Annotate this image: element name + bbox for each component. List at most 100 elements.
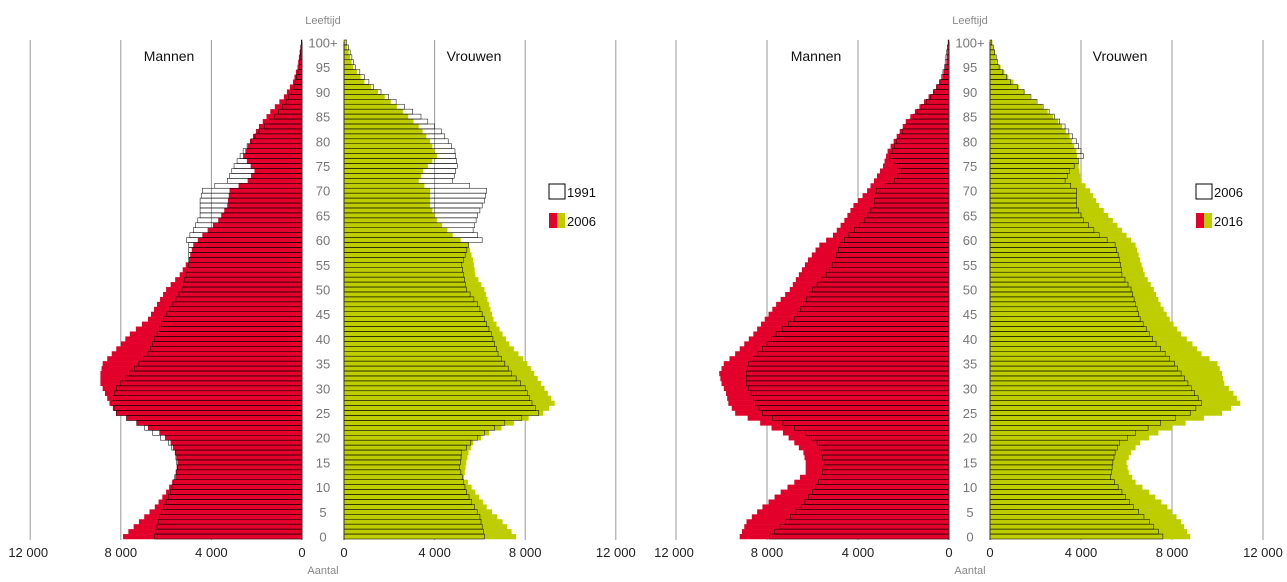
bar-male-2006-age-76 xyxy=(246,158,302,164)
bar-female-2016-age-6 xyxy=(990,504,1168,510)
bar-male-2006-age-21 xyxy=(159,430,302,436)
age-tick-label: 85 xyxy=(316,110,330,125)
bar-female-2006-age-87 xyxy=(344,104,397,110)
bar-female-2006-age-33 xyxy=(344,371,535,377)
bar-male-2006-age-97 xyxy=(298,54,302,61)
bar-female-2016-age-64 xyxy=(990,217,1113,224)
bar-male-2016-age-51 xyxy=(792,282,949,288)
age-tick-label: 95 xyxy=(316,60,330,75)
bar-male-2006-age-96 xyxy=(298,59,302,65)
bar-male-2006-age-73 xyxy=(251,173,302,179)
bar-male-2016-age-75 xyxy=(883,163,949,169)
bar-male-2016-age-39 xyxy=(744,341,949,347)
bar-female-2016-age-68 xyxy=(990,198,1097,204)
bar-female-2006-age-8 xyxy=(344,494,480,500)
bar-female-2006-age-2 xyxy=(344,524,508,530)
bar-female-2006-age-7 xyxy=(344,499,483,505)
bar-female-2006-age-92 xyxy=(344,79,365,85)
age-tick-label: 55 xyxy=(316,258,330,273)
bar-male-2016-age-4 xyxy=(751,514,949,520)
bar-female-2016-age-35 xyxy=(990,361,1218,367)
bar-male-2006-age-81 xyxy=(252,133,302,140)
bar-male-2006-age-28 xyxy=(107,395,303,401)
bar-female-2006-age-89 xyxy=(344,94,385,100)
bar-male-2016-age-61 xyxy=(832,232,949,238)
x-tick-label-female: 0 xyxy=(340,545,347,560)
bar-female-2016-age-72 xyxy=(990,178,1081,184)
bar-female-2016-age-92 xyxy=(990,79,1014,85)
bar-male-2016-age-80 xyxy=(893,138,949,145)
bar-female-2006-age-84 xyxy=(344,119,414,125)
bar-female-2016-age-75 xyxy=(990,163,1079,169)
bar-male-2006-age-19 xyxy=(170,440,302,446)
bar-male-2006-age-48 xyxy=(160,296,302,303)
bar-male-2006-age-74 xyxy=(254,168,302,174)
bar-male-2006-age-51 xyxy=(170,282,302,288)
bar-male-2006-age-24 xyxy=(126,415,303,421)
bar-male-2006-age-34 xyxy=(101,366,302,372)
age-tick-label: 10 xyxy=(963,480,977,495)
bar-female-2006-age-35 xyxy=(344,361,528,367)
bar-male-2016-age-33 xyxy=(719,371,949,377)
age-tick-label: 70 xyxy=(963,184,977,199)
bar-female-2006-age-58 xyxy=(344,247,471,253)
bar-female-2016-age-25 xyxy=(990,410,1223,416)
bar-male-2016-age-22 xyxy=(771,425,949,431)
bar-male-2006-age-75 xyxy=(250,163,302,169)
bar-female-2016-age-66 xyxy=(990,207,1104,214)
bar-female-2006-age-39 xyxy=(344,341,510,347)
age-tick-label: 85 xyxy=(963,110,977,125)
bar-male-2016-age-74 xyxy=(879,168,949,174)
bar-male-2006-age-12 xyxy=(175,474,302,480)
age-tick-label: 25 xyxy=(316,406,330,421)
bar-female-2016-age-18 xyxy=(990,445,1136,451)
bar-male-2006-age-40 xyxy=(125,336,302,342)
bar-male-2016-age-17 xyxy=(803,450,949,456)
legend-swatch-female-2006 xyxy=(557,213,565,228)
bar-male-2016-age-16 xyxy=(804,455,949,461)
age-tick-label: 55 xyxy=(963,258,977,273)
bar-male-2006-age-6 xyxy=(154,504,302,510)
bar-male-2016-age-15 xyxy=(805,459,949,466)
bar-male-2006-age-30 xyxy=(102,385,303,392)
bar-female-2016-age-78 xyxy=(990,148,1077,154)
bar-male-2016-age-12 xyxy=(799,474,949,480)
bar-female-2006-age-88 xyxy=(344,99,391,105)
bar-male-2006-age-27 xyxy=(109,400,302,406)
bar-male-2016-age-91 xyxy=(936,84,949,90)
bar-male-2006-age-59 xyxy=(193,242,302,248)
bar-male-2006-age-64 xyxy=(218,217,302,224)
bar-female-2016-age-96 xyxy=(990,59,997,65)
x-tick-label-male: 12 000 xyxy=(8,545,48,560)
y-axis-label: Leeftijd xyxy=(952,15,987,27)
bar-male-2016-age-48 xyxy=(780,296,949,303)
bar-female-2006-age-5 xyxy=(344,509,492,515)
bar-female-2006-age-27 xyxy=(344,400,555,406)
bar-female-2016-age-99 xyxy=(990,44,994,51)
x-tick-label-female: 0 xyxy=(986,545,993,560)
bar-female-2016-age-14 xyxy=(990,464,1128,471)
legend-swatch-female-2016 xyxy=(1204,213,1212,228)
bar-female-2006-age-34 xyxy=(344,366,531,372)
bar-male-2016-age-92 xyxy=(939,79,949,85)
bar-female-2006-age-25 xyxy=(344,410,544,416)
bar-female-2006-age-62 xyxy=(344,227,448,233)
bar-female-2016-age-24 xyxy=(990,415,1204,421)
bar-female-2006-age-19 xyxy=(344,440,474,446)
bar-female-2006-age-12 xyxy=(344,474,465,480)
bar-male-2016-age-38 xyxy=(739,346,949,352)
bar-male-2006-age-3 xyxy=(138,519,302,525)
bar-female-2016-age-34 xyxy=(990,366,1220,372)
bar-male-2016-age-1 xyxy=(741,529,949,535)
label-mannen: Mannen xyxy=(144,48,195,64)
y-axis-label: Leeftijd xyxy=(305,15,340,27)
bar-male-2016-age-85 xyxy=(910,114,949,120)
bar-male-2006-age-42 xyxy=(135,326,302,332)
bar-female-2006-age-29 xyxy=(344,390,548,396)
bar-male-2016-age-2 xyxy=(744,524,949,530)
bar-male-2006-age-70 xyxy=(229,188,302,194)
bar-female-2016-age-81 xyxy=(990,133,1070,140)
bar-male-2006-age-85 xyxy=(266,114,302,120)
bar-male-2016-age-86 xyxy=(914,109,949,115)
bar-male-2006-age-15 xyxy=(177,459,302,466)
